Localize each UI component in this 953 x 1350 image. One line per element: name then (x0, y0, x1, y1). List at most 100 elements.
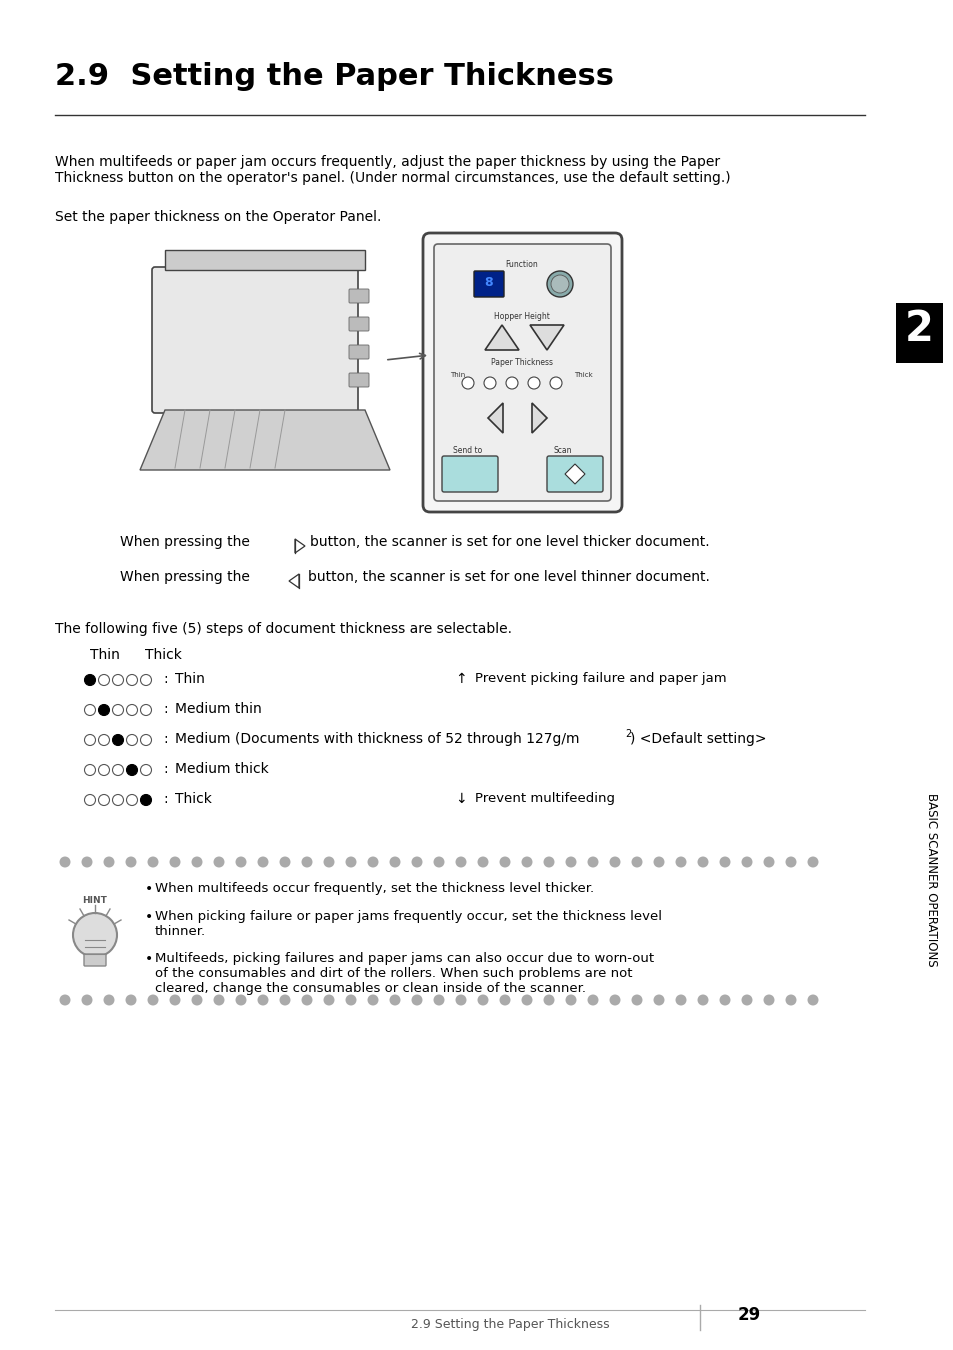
Text: Prevent picking failure and paper jam: Prevent picking failure and paper jam (475, 672, 726, 684)
Circle shape (85, 705, 95, 716)
Text: 8: 8 (484, 275, 493, 289)
Circle shape (140, 764, 152, 775)
Polygon shape (532, 404, 546, 433)
Text: :: : (163, 732, 168, 747)
FancyBboxPatch shape (422, 234, 621, 512)
Circle shape (806, 856, 818, 868)
Circle shape (301, 856, 313, 868)
Circle shape (609, 856, 619, 868)
Circle shape (112, 764, 123, 775)
FancyBboxPatch shape (152, 267, 357, 413)
Text: 29: 29 (738, 1305, 760, 1324)
Circle shape (675, 856, 686, 868)
Circle shape (140, 795, 152, 806)
Circle shape (697, 856, 708, 868)
Polygon shape (488, 404, 502, 433)
Circle shape (59, 995, 71, 1006)
Circle shape (433, 995, 444, 1006)
Circle shape (98, 675, 110, 686)
Text: Thick: Thick (574, 373, 593, 378)
Text: button, the scanner is set for one level thinner document.: button, the scanner is set for one level… (308, 570, 709, 585)
Text: Prevent multifeeding: Prevent multifeeding (475, 792, 615, 805)
Text: ) <Default setting>: ) <Default setting> (629, 732, 765, 747)
Polygon shape (140, 410, 390, 470)
Text: Set the paper thickness on the Operator Panel.: Set the paper thickness on the Operator … (55, 211, 381, 224)
Text: 2: 2 (624, 729, 631, 738)
Circle shape (235, 856, 246, 868)
Circle shape (81, 856, 92, 868)
Circle shape (140, 675, 152, 686)
FancyBboxPatch shape (84, 954, 106, 967)
Circle shape (279, 995, 291, 1006)
Text: Thick: Thick (145, 648, 182, 662)
Circle shape (411, 995, 422, 1006)
Circle shape (73, 913, 117, 957)
Text: Thin: Thin (450, 373, 465, 378)
Text: When picking failure or paper jams frequently occur, set the thickness level
thi: When picking failure or paper jams frequ… (154, 910, 661, 938)
Text: When multifeeds occur frequently, set the thickness level thicker.: When multifeeds occur frequently, set th… (154, 882, 594, 895)
Circle shape (148, 995, 158, 1006)
Text: •: • (145, 952, 153, 967)
Circle shape (609, 995, 619, 1006)
Circle shape (59, 856, 71, 868)
Polygon shape (484, 325, 518, 350)
Circle shape (85, 734, 95, 745)
Circle shape (527, 377, 539, 389)
Circle shape (521, 856, 532, 868)
Text: Multifeeds, picking failures and paper jams can also occur due to worn-out
of th: Multifeeds, picking failures and paper j… (154, 952, 654, 995)
Circle shape (98, 764, 110, 775)
Text: Thin: Thin (174, 672, 205, 686)
Polygon shape (294, 539, 305, 553)
Circle shape (257, 856, 268, 868)
Circle shape (235, 995, 246, 1006)
Circle shape (543, 856, 554, 868)
Text: Function: Function (505, 261, 537, 269)
Polygon shape (564, 464, 584, 485)
Circle shape (301, 995, 313, 1006)
Circle shape (784, 995, 796, 1006)
Circle shape (505, 377, 517, 389)
Text: When pressing the: When pressing the (120, 535, 254, 549)
Circle shape (653, 856, 664, 868)
Circle shape (323, 995, 335, 1006)
Circle shape (499, 856, 510, 868)
Circle shape (631, 856, 641, 868)
Circle shape (762, 856, 774, 868)
Circle shape (126, 856, 136, 868)
Text: ↑: ↑ (455, 672, 466, 686)
Circle shape (170, 856, 180, 868)
Circle shape (543, 995, 554, 1006)
Text: HINT: HINT (83, 896, 108, 905)
Text: When multifeeds or paper jam occurs frequently, adjust the paper thickness by us: When multifeeds or paper jam occurs freq… (55, 155, 730, 185)
Circle shape (192, 995, 202, 1006)
Circle shape (477, 856, 488, 868)
FancyBboxPatch shape (474, 271, 503, 297)
Text: Thick: Thick (174, 792, 212, 806)
FancyBboxPatch shape (434, 244, 610, 501)
Circle shape (127, 675, 137, 686)
Circle shape (762, 995, 774, 1006)
Circle shape (631, 995, 641, 1006)
Circle shape (127, 705, 137, 716)
Circle shape (148, 856, 158, 868)
Circle shape (719, 856, 730, 868)
FancyBboxPatch shape (349, 317, 369, 331)
FancyBboxPatch shape (349, 373, 369, 387)
Text: Medium thin: Medium thin (174, 702, 261, 716)
Circle shape (587, 995, 598, 1006)
Circle shape (127, 764, 137, 775)
Text: 2: 2 (903, 308, 932, 350)
Circle shape (551, 275, 568, 293)
Circle shape (784, 856, 796, 868)
Circle shape (461, 377, 474, 389)
Text: Send to: Send to (453, 446, 482, 455)
Text: BASIC SCANNER OPERATIONS: BASIC SCANNER OPERATIONS (924, 794, 938, 967)
Circle shape (140, 734, 152, 745)
Circle shape (367, 856, 378, 868)
Text: The following five (5) steps of document thickness are selectable.: The following five (5) steps of document… (55, 622, 512, 636)
Circle shape (719, 995, 730, 1006)
Circle shape (740, 856, 752, 868)
Circle shape (367, 995, 378, 1006)
Circle shape (213, 856, 224, 868)
FancyBboxPatch shape (441, 456, 497, 491)
